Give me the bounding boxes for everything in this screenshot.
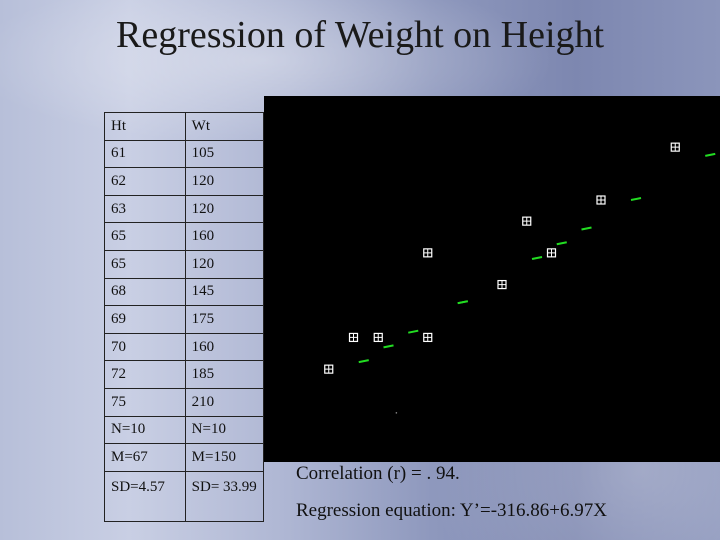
data-table: Ht Wt 61 105 62 120 63 120 65 160 65 120 68 145 69 175 7… xyxy=(104,112,265,522)
table-row: 75 210 xyxy=(104,387,265,417)
data-point xyxy=(670,142,680,152)
table-cell: M=67 xyxy=(104,443,186,472)
residual-streak xyxy=(531,256,543,260)
header-cell-wt: Wt xyxy=(184,112,265,141)
table-cell: 160 xyxy=(184,332,265,362)
table-row: M=67 M=150 xyxy=(104,443,265,472)
scatter-plot xyxy=(264,96,720,462)
table-row: 69 175 xyxy=(104,305,265,334)
table-row: 61 105 xyxy=(104,139,265,169)
data-point xyxy=(423,248,433,258)
table-cell: N=10 xyxy=(104,415,186,445)
data-point xyxy=(546,248,557,258)
table-cell: 75 xyxy=(104,387,186,417)
table-row: 65 160 xyxy=(104,222,265,251)
table-row: 65 120 xyxy=(104,249,265,279)
residual-streak xyxy=(383,344,394,349)
header-cell-ht: Ht xyxy=(104,112,186,141)
slide-title: Regression of Weight on Height xyxy=(116,14,605,56)
table-cell: 63 xyxy=(104,194,186,224)
residual-streak xyxy=(581,226,592,231)
residual-streak xyxy=(408,329,419,334)
table-cell: N=10 xyxy=(184,415,265,445)
scatter-plot-svg xyxy=(324,142,716,414)
table-cell: 210 xyxy=(184,387,265,417)
table-row: 70 160 xyxy=(104,332,265,362)
table-cell: 65 xyxy=(104,249,186,279)
table-cell: 120 xyxy=(184,249,265,279)
table-cell: 69 xyxy=(104,305,186,334)
axis-tick-mark xyxy=(395,412,398,414)
table-cell: 120 xyxy=(184,167,265,196)
data-point xyxy=(423,332,433,343)
table-cell: 185 xyxy=(184,360,265,389)
table-row: N=10 N=10 xyxy=(104,415,265,445)
residual-streak xyxy=(705,152,716,157)
table-cell: 160 xyxy=(184,222,265,251)
table-header-row: Ht Wt xyxy=(104,112,265,141)
table-cell: 105 xyxy=(184,139,265,169)
table-row: 68 145 xyxy=(104,277,265,307)
data-table-body: Ht Wt 61 105 62 120 63 120 65 160 65 120 68 145 69 175 7… xyxy=(104,112,265,522)
table-cell: 70 xyxy=(104,332,186,362)
data-point xyxy=(373,332,383,343)
table-cell: 61 xyxy=(104,139,186,169)
table-cell: SD=4.57 xyxy=(104,470,186,522)
data-point xyxy=(596,195,606,205)
table-row: 72 185 xyxy=(104,360,265,389)
table-row: SD=4.57 SD= 33.99 xyxy=(104,470,265,522)
regression-equation: Regression equation: Y’=-316.86+6.97X xyxy=(296,500,607,521)
residual-streak xyxy=(358,359,369,364)
table-row: 63 120 xyxy=(104,194,265,224)
table-cell: 62 xyxy=(104,167,186,196)
table-cell: 145 xyxy=(184,277,265,307)
data-point xyxy=(348,332,359,343)
correlation-text: Correlation (r) = . 94. xyxy=(296,463,460,484)
table-cell: SD= 33.99 xyxy=(184,470,265,522)
residual-streak xyxy=(556,241,567,246)
table-cell: 68 xyxy=(104,277,186,307)
data-point xyxy=(497,279,507,290)
residual-streak xyxy=(630,197,642,202)
data-point xyxy=(522,216,532,226)
residual-streak xyxy=(457,300,468,305)
table-cell: 120 xyxy=(184,194,265,224)
data-point xyxy=(324,364,334,374)
table-cell: 175 xyxy=(184,305,265,334)
table-cell: M=150 xyxy=(184,443,265,472)
table-cell: 72 xyxy=(104,360,186,389)
table-row: 62 120 xyxy=(104,167,265,196)
table-cell: 65 xyxy=(104,222,186,251)
